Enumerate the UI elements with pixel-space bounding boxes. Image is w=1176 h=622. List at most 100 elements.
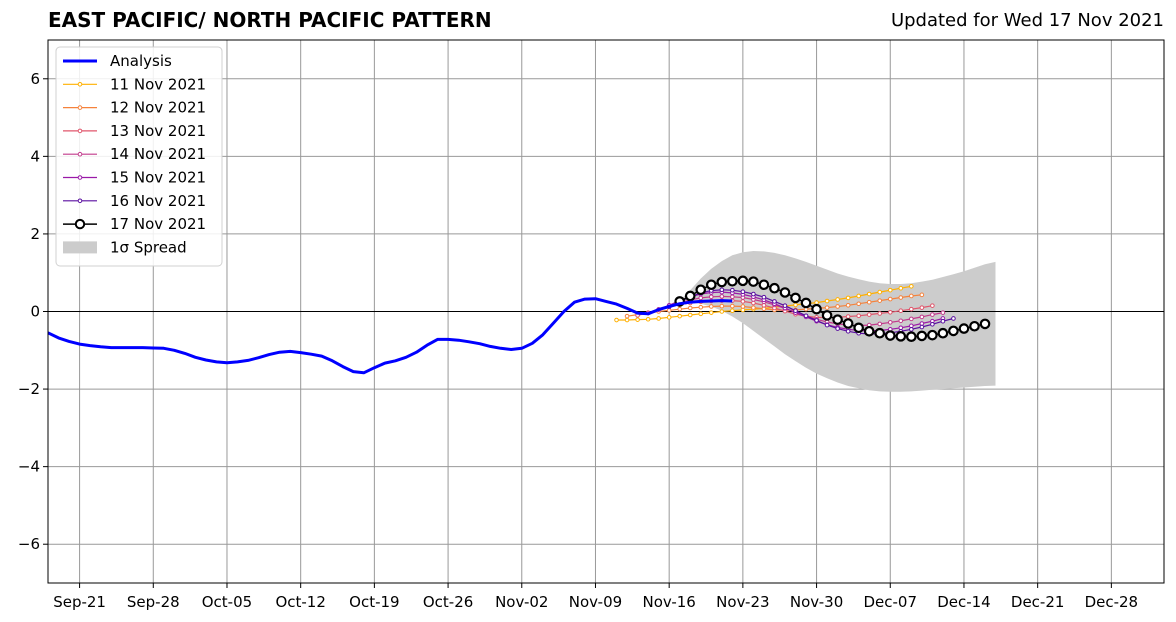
forecast-point (866, 299, 872, 305)
forecast-point (853, 322, 864, 334)
forecast-point (927, 329, 938, 341)
legend-label: 1σ Spread (110, 238, 187, 256)
forecast-point (751, 291, 756, 297)
forecast-point (842, 318, 854, 329)
x-tick-label: Dec-21 (1011, 593, 1065, 611)
forecast-point (909, 283, 914, 289)
legend-label: 12 Nov 2021 (110, 99, 206, 117)
forecast-point (684, 290, 696, 302)
forecast-point (898, 285, 904, 291)
forecast-point (779, 287, 791, 298)
legend-label: 14 Nov 2021 (110, 145, 206, 163)
forecast-point (895, 331, 907, 342)
forecast-point (930, 312, 935, 317)
forecast-point (909, 327, 914, 332)
forecast-point (866, 312, 872, 317)
forecast-point (705, 279, 717, 291)
forecast-point (730, 308, 735, 314)
forecast-point (951, 316, 956, 321)
forecast-point (695, 284, 707, 296)
forecast-point (635, 317, 640, 322)
forecast-point (856, 301, 861, 307)
forecast-line (658, 291, 944, 332)
forecast-point (748, 276, 759, 287)
forecast-point (814, 300, 819, 305)
y-tick-label: 4 (30, 147, 40, 165)
forecast-point (793, 308, 798, 314)
forecast-point (730, 294, 735, 300)
forecast-point (730, 287, 735, 293)
legend-marker (77, 105, 83, 110)
forecast-point (803, 313, 809, 319)
y-tick-label: −2 (18, 380, 40, 398)
legend-marker (74, 218, 86, 230)
forecast-point (969, 320, 980, 332)
legend-label: 15 Nov 2021 (110, 169, 206, 187)
forecast-point (656, 316, 661, 321)
legend-label: 17 Nov 2021 (110, 215, 206, 233)
forecast-point (666, 315, 672, 320)
forecast-point (948, 325, 959, 337)
forecast-point (727, 275, 738, 287)
forecast-point (824, 322, 830, 328)
forecast-point (824, 298, 830, 304)
forecast-point (708, 294, 714, 300)
chart-subtitle: Updated for Wed 17 Nov 2021 (890, 10, 1164, 31)
forecast-point (845, 314, 851, 319)
forecast-point (845, 295, 851, 301)
forecast-point (887, 309, 893, 315)
forecast-point (687, 305, 693, 311)
forecast-point (814, 318, 819, 323)
forecast-point (898, 295, 904, 300)
forecast-point (877, 311, 883, 316)
legend-box (55, 46, 223, 267)
forecast-point (758, 279, 770, 291)
forecast-point (769, 282, 780, 294)
forecast-point (716, 276, 728, 288)
forecast-point (740, 289, 746, 295)
forecast-point (930, 321, 935, 327)
forecast-point (677, 306, 682, 312)
forecast-point (698, 311, 704, 317)
forecast-point (909, 293, 914, 299)
forecast-point (719, 294, 725, 299)
forecast-point (821, 310, 833, 321)
forecast-point (979, 318, 991, 330)
forecast-point (719, 309, 725, 314)
forecast-point (887, 287, 893, 293)
x-tick-label: Nov-09 (569, 593, 622, 611)
forecast-point (772, 299, 777, 304)
forecast-point (835, 297, 840, 302)
forecast-point (863, 325, 875, 337)
legend-swatch (63, 241, 97, 254)
forecast-point (624, 317, 630, 323)
forecast-point (940, 318, 946, 324)
x-tick-label: Oct-19 (349, 593, 399, 611)
forecast-point (906, 331, 917, 343)
forecast-point (730, 303, 735, 309)
forecast-point (898, 308, 904, 314)
forecast-point (909, 306, 914, 312)
forecast-point (793, 302, 798, 308)
x-tick-label: Sep-28 (127, 593, 180, 611)
forecast-point (751, 305, 756, 310)
forecast-point (824, 305, 830, 310)
forecast-point (930, 303, 935, 308)
forecast-point (958, 323, 970, 334)
forecast-point (937, 327, 949, 339)
forecast-point (887, 320, 893, 325)
forecast-point (884, 330, 896, 341)
forecast-point (737, 275, 749, 287)
forecast-point (940, 310, 946, 315)
forecast-point (614, 317, 619, 323)
x-tick-label: Dec-14 (937, 593, 991, 611)
forecast-point (877, 321, 883, 327)
legend-label: 11 Nov 2021 (110, 75, 206, 93)
forecast-point (866, 291, 872, 297)
forecast-point (919, 324, 925, 330)
x-tick-label: Oct-05 (202, 593, 252, 611)
y-tick-label: 0 (30, 303, 40, 321)
legend: Analysis 11 Nov 2021 12 Nov 2021 13 Nov 202… (55, 46, 223, 267)
forecast-point (624, 313, 630, 319)
analysis-line (47, 297, 733, 375)
